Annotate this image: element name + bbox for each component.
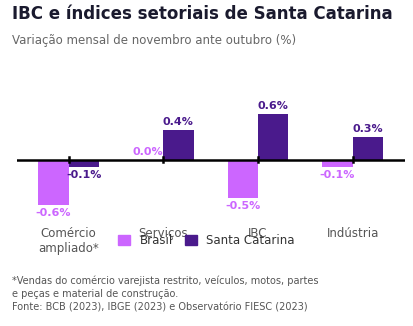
Text: 0.0%: 0.0% — [133, 147, 164, 157]
Text: Variação mensal de novembro ante outubro (%): Variação mensal de novembro ante outubro… — [12, 34, 297, 47]
Bar — [38, 160, 69, 205]
Text: 0.6%: 0.6% — [258, 101, 289, 111]
Bar — [323, 160, 353, 167]
Legend: Brasil, Santa Catarina: Brasil, Santa Catarina — [114, 229, 299, 252]
Text: 0.4%: 0.4% — [163, 116, 194, 126]
Text: 0.3%: 0.3% — [353, 124, 383, 134]
Bar — [228, 160, 258, 198]
Bar — [69, 160, 99, 167]
Text: IBC e índices setoriais de Santa Catarina: IBC e índices setoriais de Santa Catarin… — [12, 5, 393, 23]
Text: -0.1%: -0.1% — [66, 170, 102, 180]
Text: -0.1%: -0.1% — [320, 170, 355, 180]
Text: -0.5%: -0.5% — [225, 200, 261, 211]
Bar — [258, 114, 288, 160]
Text: -0.6%: -0.6% — [36, 208, 71, 218]
Bar — [163, 129, 194, 160]
Bar — [353, 137, 383, 160]
Text: *Vendas do comércio varejista restrito, veículos, motos, partes
e peças e materi: *Vendas do comércio varejista restrito, … — [12, 275, 319, 312]
